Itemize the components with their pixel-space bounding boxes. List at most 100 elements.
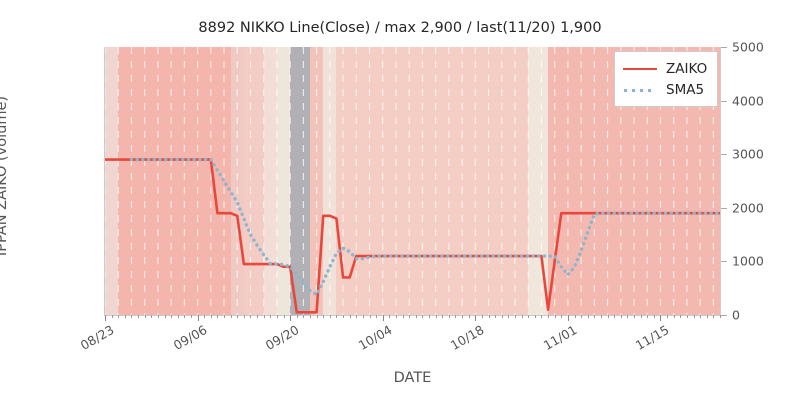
background-band	[243, 47, 264, 315]
x-tick-minor	[356, 315, 358, 318]
x-tick-minor	[680, 315, 682, 318]
x-tick-minor	[263, 315, 265, 318]
legend-line-sample	[623, 67, 657, 71]
series-line-sma5	[129, 157, 720, 297]
y-tick-label: 2000	[732, 200, 764, 216]
x-tick-minor	[257, 315, 259, 318]
x-tick-minor	[369, 315, 371, 318]
axis-spine-bottom	[105, 315, 721, 316]
data-series	[105, 157, 720, 314]
x-tick-minor	[283, 315, 285, 318]
x-tick-minor	[362, 315, 364, 318]
x-tick-minor	[554, 315, 556, 318]
x-tick-minor	[336, 315, 338, 318]
x-tick-minor	[700, 315, 702, 318]
y-tick-label: 4000	[732, 93, 764, 109]
x-tick-minor	[217, 315, 219, 318]
x-tick-major	[382, 315, 384, 321]
background-band	[276, 47, 291, 315]
x-tick-minor	[138, 315, 140, 318]
x-tick-minor	[151, 315, 153, 318]
x-tick-major	[197, 315, 199, 321]
x-tick-minor	[276, 315, 278, 318]
x-tick-minor	[376, 315, 378, 318]
x-tick-minor	[243, 315, 245, 318]
x-tick-minor	[303, 315, 305, 318]
x-tick-minor	[296, 315, 298, 318]
x-tick-minor	[647, 315, 649, 318]
x-tick-major	[660, 315, 662, 321]
x-tick-minor	[111, 315, 113, 318]
x-tick-minor	[594, 315, 596, 318]
x-tick-minor	[501, 315, 503, 318]
axis-spine-left	[104, 47, 105, 316]
x-tick-minor	[495, 315, 497, 318]
legend-label: ZAIKO	[666, 60, 708, 77]
x-tick-minor	[164, 315, 166, 318]
y-tick-mark	[721, 261, 727, 263]
legend-label: SMA5	[666, 81, 705, 98]
y-tick-mark	[721, 315, 727, 316]
axis-spine-right	[720, 47, 721, 316]
background-band	[118, 47, 231, 315]
x-tick-minor	[587, 315, 589, 318]
series-line-zaiko	[105, 158, 720, 314]
x-tick-label: 10/18	[448, 322, 487, 354]
x-tick-minor	[118, 315, 120, 318]
x-tick-minor	[462, 315, 464, 318]
x-tick-minor	[171, 315, 173, 318]
background-band	[290, 47, 310, 315]
legend-swatch-zaiko	[623, 63, 657, 75]
x-tick-minor	[640, 315, 642, 318]
y-tick-label: 5000	[732, 39, 764, 55]
x-tick-minor	[448, 315, 450, 318]
x-tick-minor	[409, 315, 411, 318]
y-tick-label: 3000	[732, 146, 764, 162]
x-tick-minor	[124, 315, 126, 318]
legend-line-sample	[624, 88, 656, 92]
y-axis-label: IPPAN ZAIKO (volume)	[0, 95, 10, 257]
x-tick-minor	[349, 315, 351, 318]
x-tick-major	[475, 315, 477, 321]
background-band	[336, 47, 529, 315]
x-tick-label: 08/23	[77, 322, 117, 354]
x-tick-minor	[270, 315, 272, 318]
x-tick-minor	[442, 315, 444, 318]
legend-swatch-sma5	[623, 84, 657, 96]
x-tick-minor	[422, 315, 424, 318]
legend-item-sma5[interactable]: SMA5	[623, 79, 707, 100]
x-tick-minor	[310, 315, 311, 318]
x-tick-label: 09/20	[262, 322, 302, 354]
x-tick-minor	[634, 315, 636, 318]
x-tick-minor	[620, 315, 622, 318]
x-tick-label: 11/01	[540, 322, 580, 354]
x-tick-minor	[653, 315, 655, 318]
x-tick-minor	[607, 315, 609, 318]
x-tick-minor	[343, 315, 345, 318]
x-tick-minor	[481, 315, 483, 318]
y-tick-mark	[721, 100, 727, 102]
x-tick-minor	[673, 315, 675, 318]
x-axis-label: DATE	[393, 370, 432, 386]
chart-legend[interactable]: ZAIKO SMA5	[614, 51, 719, 107]
legend-item-zaiko[interactable]: ZAIKO	[623, 58, 707, 79]
x-tick-minor	[415, 315, 417, 318]
x-tick-minor	[693, 315, 695, 318]
y-tick-label: 1000	[732, 253, 764, 269]
x-tick-minor	[720, 315, 721, 318]
x-tick-major	[290, 315, 292, 321]
x-tick-minor	[429, 315, 431, 318]
x-tick-minor	[455, 315, 457, 318]
x-tick-minor	[329, 315, 331, 318]
background-band	[323, 47, 337, 315]
x-tick-minor	[316, 315, 318, 318]
x-tick-minor	[541, 315, 543, 318]
x-tick-minor	[250, 315, 252, 318]
background-band	[528, 47, 549, 315]
y-tick-label: 0	[732, 307, 740, 323]
x-tick-minor	[686, 315, 688, 318]
x-tick-minor	[667, 315, 669, 318]
x-tick-minor	[528, 315, 530, 318]
x-tick-label: 11/15	[633, 322, 672, 354]
x-tick-minor	[534, 315, 536, 318]
